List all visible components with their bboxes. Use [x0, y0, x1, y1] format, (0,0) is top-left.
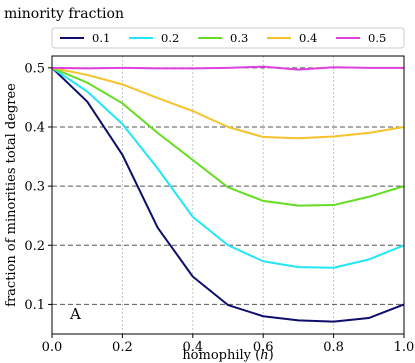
- series-line-0.3: [51, 66, 405, 207]
- y-tick-label: 0.5: [24, 61, 45, 76]
- x-axis-label: homophily (h): [182, 348, 273, 363]
- x-tick-label: 0.0: [42, 340, 63, 355]
- y-tick-label: 0.4: [24, 120, 45, 135]
- series-line-0.4: [51, 66, 405, 140]
- legend-box: [51, 27, 405, 49]
- y-tick-label: 0.1: [24, 298, 45, 313]
- plot-area-frame: [51, 55, 405, 335]
- series-line-0.5: [51, 65, 404, 71]
- y-axis-label: fraction of minorities total degree: [4, 83, 19, 307]
- x-tick-label: 0.4: [182, 340, 203, 355]
- x-tick-label: 0.6: [253, 340, 274, 355]
- legend-label-0.4: 0.4: [299, 31, 317, 45]
- y-tick-label: 0.3: [24, 180, 45, 195]
- legend-label-0.2: 0.2: [161, 31, 179, 45]
- series-line-0.1: [51, 67, 405, 323]
- axis-ticks: 0.0 0.2 0.4 0.6 0.8 1.0 0.1 0.2 0.3 0.4 0.5: [24, 61, 414, 355]
- grid-lines: [52, 56, 404, 334]
- panel-label: A: [69, 305, 81, 323]
- series-lines: [51, 65, 405, 323]
- legend-label-0.3: 0.3: [230, 31, 248, 45]
- legend: 0.1 0.2 0.3 0.4 0.5: [60, 31, 386, 45]
- x-tick-label: 0.2: [112, 340, 133, 355]
- y-tick-label: 0.2: [24, 239, 45, 254]
- legend-title: minority fraction: [4, 6, 124, 22]
- series-line-0.2: [51, 66, 405, 269]
- x-tick-label: 0.8: [323, 340, 344, 355]
- x-tick-label: 1.0: [394, 340, 415, 355]
- legend-label-0.1: 0.1: [92, 31, 110, 45]
- legend-label-0.5: 0.5: [368, 31, 386, 45]
